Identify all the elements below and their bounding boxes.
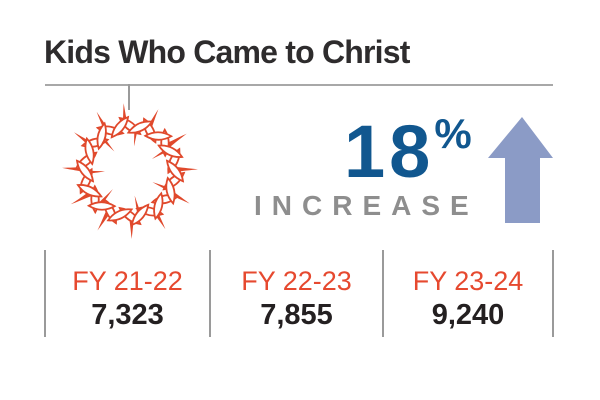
- stat-label: INCREASE: [254, 190, 479, 221]
- column-divider: [209, 250, 211, 337]
- fiscal-year-column-1: FY 21-22 7,323: [45, 268, 210, 330]
- fiscal-year-label: FY 21-22: [72, 266, 183, 296]
- crown-of-thorns-icon: [61, 103, 199, 240]
- stat-value: 18: [344, 110, 435, 193]
- fiscal-year-label: FY 22-23: [241, 266, 352, 296]
- page-title: Kids Who Came to Christ: [44, 34, 410, 70]
- connector-tick: [128, 84, 130, 110]
- column-divider: [552, 250, 554, 337]
- fiscal-year-value: 7,855: [260, 299, 333, 331]
- column-divider: [44, 250, 46, 337]
- percent-sign: %: [434, 110, 472, 157]
- stat-block: 18%: [344, 113, 472, 189]
- column-divider: [382, 250, 384, 337]
- fiscal-year-value: 9,240: [431, 299, 505, 331]
- horizontal-rule: [45, 84, 553, 86]
- fiscal-year-value: 7,323: [91, 299, 164, 331]
- fiscal-year-column-3: FY 23-24 9,240: [383, 268, 553, 330]
- fiscal-year-column-2: FY 22-23 7,855: [210, 268, 383, 330]
- arrow-up-icon: [488, 117, 553, 223]
- fiscal-year-label: FY 23-24: [412, 266, 524, 296]
